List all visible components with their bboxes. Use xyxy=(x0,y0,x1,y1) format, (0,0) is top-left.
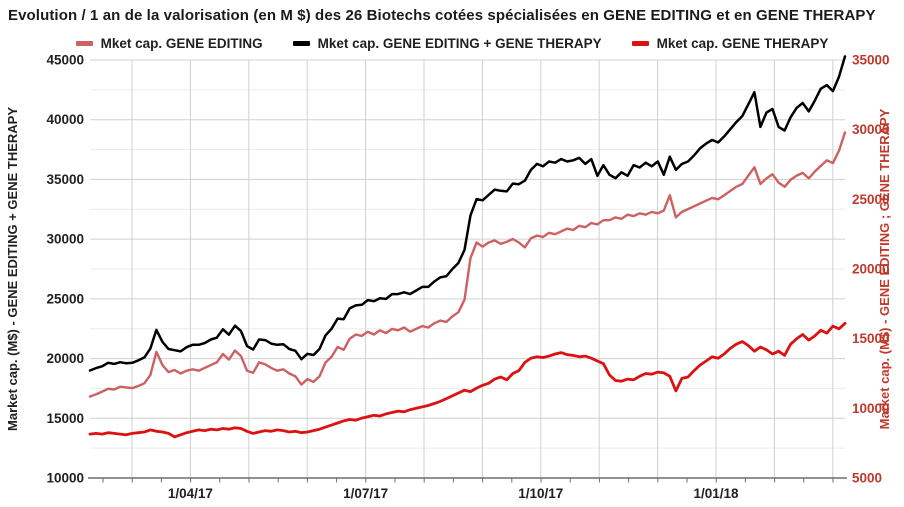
series-line-mket-cap-gene-therapy xyxy=(88,321,847,439)
legend-item-2[interactable]: Mket cap. GENE THERAPY xyxy=(631,36,829,51)
left-axis-tick-label: 25000 xyxy=(46,291,84,306)
legend-swatch-icon xyxy=(631,41,649,46)
left-axis-title: Market cap. (M$) - GENE EDITING + GENE T… xyxy=(5,107,20,431)
right-axis-title: Market cap. (M$) - GENE EDITING ; GENE T… xyxy=(877,108,892,429)
legend-swatch-icon xyxy=(75,41,93,46)
legend-item-1[interactable]: Mket cap. GENE EDITING + GENE THERAPY xyxy=(292,36,602,51)
chart-title: Evolution / 1 an de la valorisation (en … xyxy=(8,7,876,24)
legend-label: Mket cap. GENE EDITING xyxy=(100,36,263,51)
left-axis-tick-label: 45000 xyxy=(46,53,84,68)
right-axis-tick-label: 30000 xyxy=(852,122,890,137)
right-axis-tick-label: 15000 xyxy=(852,331,890,346)
legend-label: Mket cap. GENE EDITING + GENE THERAPY xyxy=(317,36,602,51)
left-axis-tick-label: 10000 xyxy=(46,471,84,486)
left-axis-tick-label: 20000 xyxy=(46,351,84,366)
chart-legend: Mket cap. GENE EDITING Mket cap. GENE EDI… xyxy=(0,36,904,51)
x-axis-label: 1/01/18 xyxy=(693,486,739,501)
right-axis-tick-label: 5000 xyxy=(852,471,882,486)
right-axis-tick-label: 35000 xyxy=(852,53,890,68)
series-line-mket-cap-gene-editing-gene-therapy xyxy=(88,55,847,372)
right-axis-tick-label: 20000 xyxy=(852,262,890,277)
left-axis-tick-label: 40000 xyxy=(46,112,84,127)
left-axis-tick-label: 35000 xyxy=(46,172,84,187)
right-axis-tick-label: 25000 xyxy=(852,192,890,207)
legend-swatch-icon xyxy=(292,41,310,46)
series-line-mket-cap-gene-editing xyxy=(88,131,847,398)
left-axis-tick-label: 30000 xyxy=(46,232,84,247)
x-axis-label: 1/04/17 xyxy=(168,486,213,501)
x-axis-label: 1/07/17 xyxy=(343,486,388,501)
legend-label: Mket cap. GENE THERAPY xyxy=(656,36,829,51)
right-axis-tick-label: 10000 xyxy=(852,401,890,416)
left-axis-tick-label: 15000 xyxy=(46,411,84,426)
x-axis-label: 1/10/17 xyxy=(518,486,563,501)
legend-item-0[interactable]: Mket cap. GENE EDITING xyxy=(75,36,263,51)
